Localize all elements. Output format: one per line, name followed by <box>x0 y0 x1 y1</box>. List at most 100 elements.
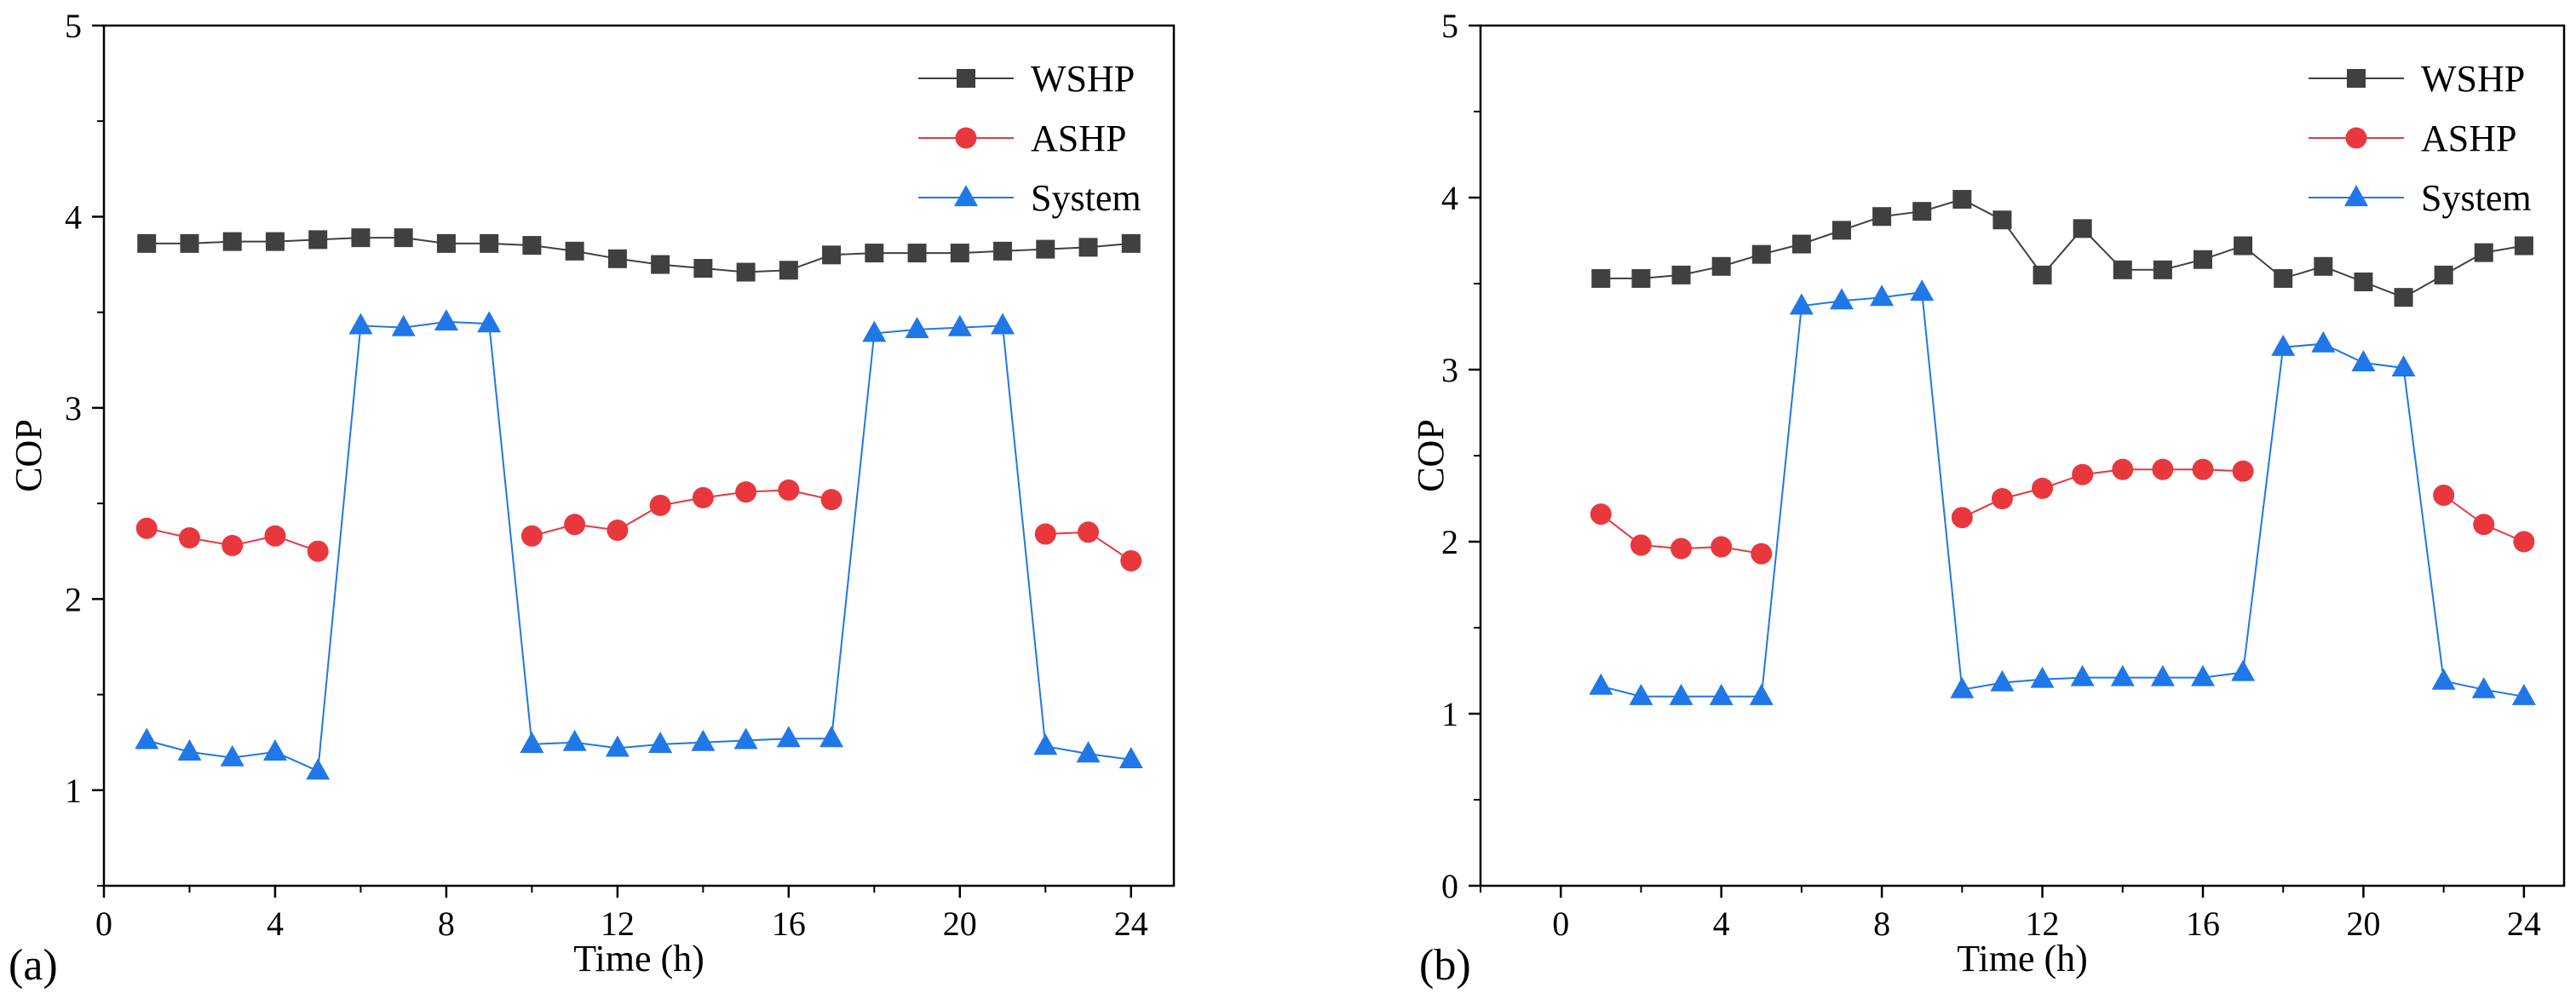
data-point <box>1992 210 2012 230</box>
legend-label: ASHP <box>2421 118 2517 159</box>
y-tick-label: 0 <box>1441 867 1458 905</box>
data-point <box>135 517 158 539</box>
data-point <box>522 236 542 256</box>
data-point <box>2431 668 2456 690</box>
y-tick-label: 4 <box>65 198 82 236</box>
data-point <box>1033 733 1058 755</box>
x-tick-label: 16 <box>2186 904 2220 943</box>
data-point <box>735 481 757 503</box>
y-tick-label: 5 <box>65 7 82 45</box>
data-point <box>947 314 972 336</box>
y-tick-label: 1 <box>1441 695 1458 733</box>
legend-label: WSHP <box>2421 58 2525 100</box>
data-point <box>2073 219 2092 238</box>
legend-label: ASHP <box>1031 118 1127 159</box>
data-point <box>221 534 244 556</box>
data-point <box>264 525 286 547</box>
plot-frame <box>1479 24 2566 887</box>
data-point <box>1711 536 1733 558</box>
data-point <box>820 489 842 511</box>
data-point <box>220 744 244 767</box>
data-point <box>1631 268 1651 288</box>
data-point <box>907 244 927 263</box>
series-ashp <box>135 479 1142 571</box>
data-point <box>1591 268 1611 288</box>
data-point <box>1910 279 1935 302</box>
data-point <box>2030 666 2055 688</box>
data-point <box>2191 664 2215 686</box>
data-point <box>2351 350 2376 371</box>
series-ashp <box>1590 458 2535 565</box>
data-point <box>822 245 842 265</box>
data-point <box>2434 265 2453 284</box>
series-system <box>135 309 1143 780</box>
data-point <box>562 729 587 751</box>
data-point <box>2032 477 2054 499</box>
data-point <box>2231 659 2256 681</box>
y-tick-label: 4 <box>1441 179 1458 217</box>
data-point <box>178 527 200 549</box>
series-wshp <box>1591 190 2533 307</box>
x-tick-label: 0 <box>95 904 112 943</box>
y-tick-label: 5 <box>1441 7 1458 45</box>
data-point <box>306 758 331 780</box>
data-point <box>348 313 373 335</box>
data-point <box>2033 265 2052 284</box>
data-point <box>2354 272 2373 291</box>
data-point <box>520 732 544 753</box>
data-point <box>520 525 543 547</box>
data-point <box>1629 683 1653 705</box>
data-point <box>1630 534 1652 556</box>
data-point <box>222 232 242 251</box>
data-point <box>1034 523 1056 545</box>
data-point <box>1670 537 1693 560</box>
legend-label: System <box>1031 177 1141 219</box>
data-point <box>2513 531 2535 553</box>
data-point <box>1589 673 1613 695</box>
data-point <box>865 244 884 263</box>
data-point <box>736 262 756 282</box>
data-point <box>1950 676 1975 698</box>
data-point <box>1709 683 1734 705</box>
data-point <box>2153 260 2172 279</box>
data-point <box>565 241 584 261</box>
data-point <box>1991 488 2013 509</box>
data-point <box>1036 239 1055 259</box>
y-tick-label: 1 <box>65 772 82 810</box>
data-point <box>649 494 671 516</box>
x-tick-label: 8 <box>438 904 455 943</box>
data-point <box>693 259 713 279</box>
legend: WSHP ASHP System <box>918 58 1141 219</box>
series-system <box>1589 279 2536 705</box>
data-point <box>1952 190 1972 210</box>
y-tick-label: 2 <box>1441 523 1458 561</box>
data-point <box>1791 234 1811 254</box>
x-tick-label: 12 <box>2026 904 2060 943</box>
data-point <box>477 311 502 333</box>
legend-marker <box>2345 127 2367 149</box>
data-point <box>1669 683 1693 705</box>
data-point <box>2192 458 2214 480</box>
data-point <box>2112 458 2134 480</box>
data-point <box>2150 664 2175 686</box>
data-point <box>607 520 629 542</box>
legend: WSHP ASHP System <box>2309 58 2532 219</box>
data-point <box>394 228 413 248</box>
data-point <box>1751 543 1773 565</box>
data-point <box>1749 683 1774 705</box>
data-point <box>819 726 844 748</box>
data-point <box>776 726 801 748</box>
legend-marker <box>2347 69 2366 88</box>
y-tick-label: 2 <box>65 580 82 618</box>
y-axis-label: COP <box>1410 419 1452 492</box>
data-point <box>2474 243 2493 262</box>
panel-label: (b) <box>1419 941 1471 990</box>
x-tick-label: 20 <box>2346 904 2380 943</box>
series-line <box>1601 290 2525 698</box>
data-point <box>1078 521 1100 543</box>
data-point <box>2514 236 2533 256</box>
data-point <box>2234 236 2253 256</box>
data-point <box>434 309 458 330</box>
data-point <box>307 540 329 562</box>
